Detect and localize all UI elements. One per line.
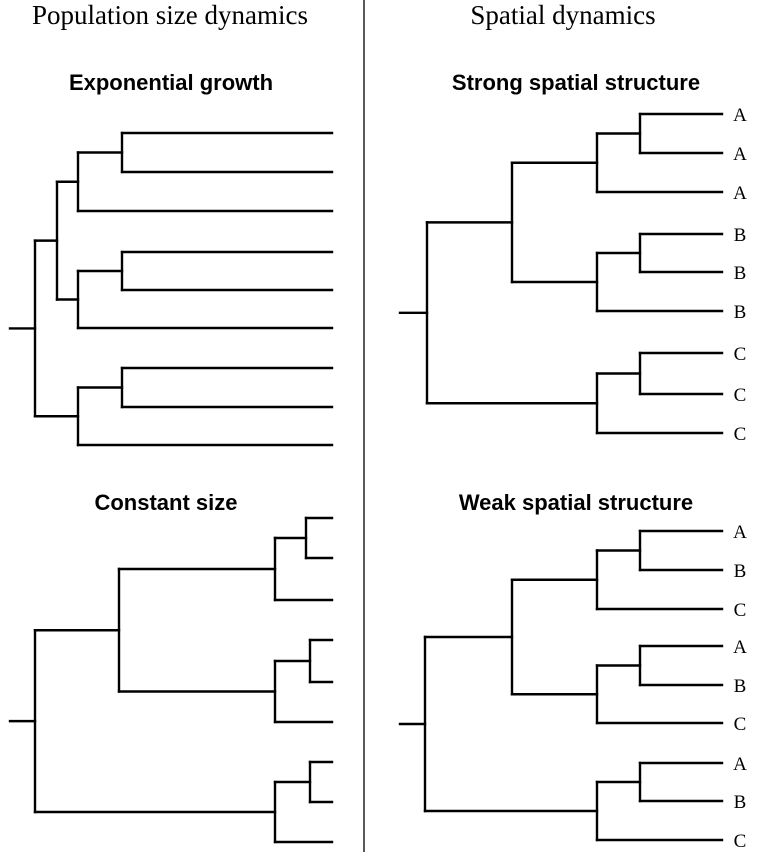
panel-title-weak: Weak spatial structure	[459, 490, 693, 515]
tip-label: B	[734, 561, 747, 582]
tip-label: B	[734, 302, 747, 323]
tip-label: B	[734, 792, 747, 813]
tip-label: B	[734, 225, 747, 246]
tip-label: A	[733, 754, 747, 775]
tip-label: C	[734, 424, 747, 445]
tip-label: C	[734, 600, 747, 621]
tip-label: C	[734, 831, 747, 852]
tree-constant-size	[8, 516, 334, 844]
panel-title-exponential: Exponential growth	[69, 70, 273, 95]
tip-label: A	[733, 522, 747, 543]
panel-title-strong: Strong spatial structure	[452, 70, 700, 95]
tip-label: A	[733, 105, 747, 126]
tip-label: A	[733, 637, 747, 658]
tip-label: C	[734, 385, 747, 406]
tip-label: C	[734, 344, 747, 365]
tip-label: B	[734, 263, 747, 284]
panel-title-constant: Constant size	[94, 490, 237, 515]
tip-label: C	[734, 714, 747, 735]
tip-label: B	[734, 676, 747, 697]
right-column-title: Spatial dynamics	[470, 0, 655, 30]
left-column-title: Population size dynamics	[32, 0, 308, 30]
tip-label: A	[733, 144, 747, 165]
tip-label: A	[733, 183, 747, 204]
tree-exponential-growth	[8, 131, 334, 447]
